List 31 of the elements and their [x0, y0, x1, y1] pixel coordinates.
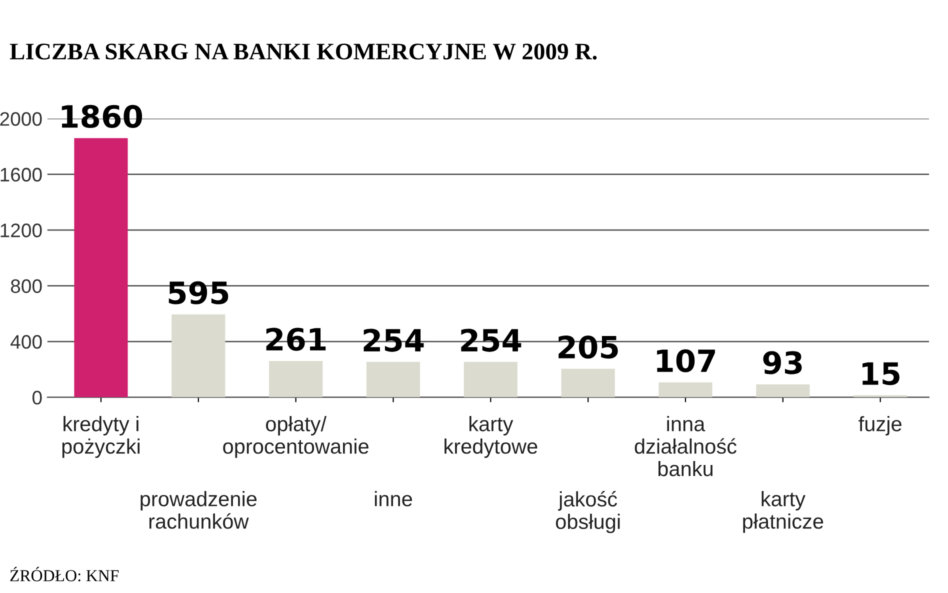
- x-tick-label: kredyty i pożyczki: [62, 416, 140, 458]
- x-tick-label: opłaty/ oprocentowanie: [223, 416, 368, 458]
- bar: [74, 138, 128, 398]
- x-tick-label: inna działalność banku: [634, 416, 736, 476]
- data-label: 15: [862, 362, 900, 386]
- x-tick-label: karty kredytowe: [444, 416, 538, 458]
- text: ŹRÓDŁO: KNF: [10, 566, 119, 582]
- bar: [464, 362, 518, 398]
- x-tick-label: fuzje: [858, 416, 902, 436]
- x-tick-label: inne: [374, 491, 412, 506]
- data-label: 107: [657, 349, 715, 372]
- data-label: 205: [558, 336, 618, 359]
- y-tick-label: 800: [10, 279, 42, 294]
- y-tick-label: 2000: [0, 112, 42, 126]
- y-tick-label: 1200: [0, 224, 42, 238]
- data-label: 1860: [62, 104, 142, 128]
- bar: [561, 368, 615, 398]
- y-tick-label: 400: [10, 335, 42, 349]
- bar: [269, 360, 323, 398]
- bar: [756, 384, 810, 398]
- y-tick-label: 0: [32, 390, 42, 405]
- data-label: 595: [168, 281, 228, 304]
- bar: [366, 362, 420, 398]
- data-label: 93: [763, 351, 802, 374]
- chart-title: LICZBA SKARG NA BANKI KOMERCYJNE W 2009 R.: [10, 44, 597, 60]
- x-tick-label: karty płatnicze: [743, 491, 824, 533]
- bar: [172, 314, 226, 398]
- x-tick-label: jakość obsługi: [556, 491, 620, 534]
- y-tick-label: 1600: [0, 168, 42, 182]
- x-tick-label: prowadzenie rachunków: [140, 491, 257, 529]
- bar: [658, 382, 712, 398]
